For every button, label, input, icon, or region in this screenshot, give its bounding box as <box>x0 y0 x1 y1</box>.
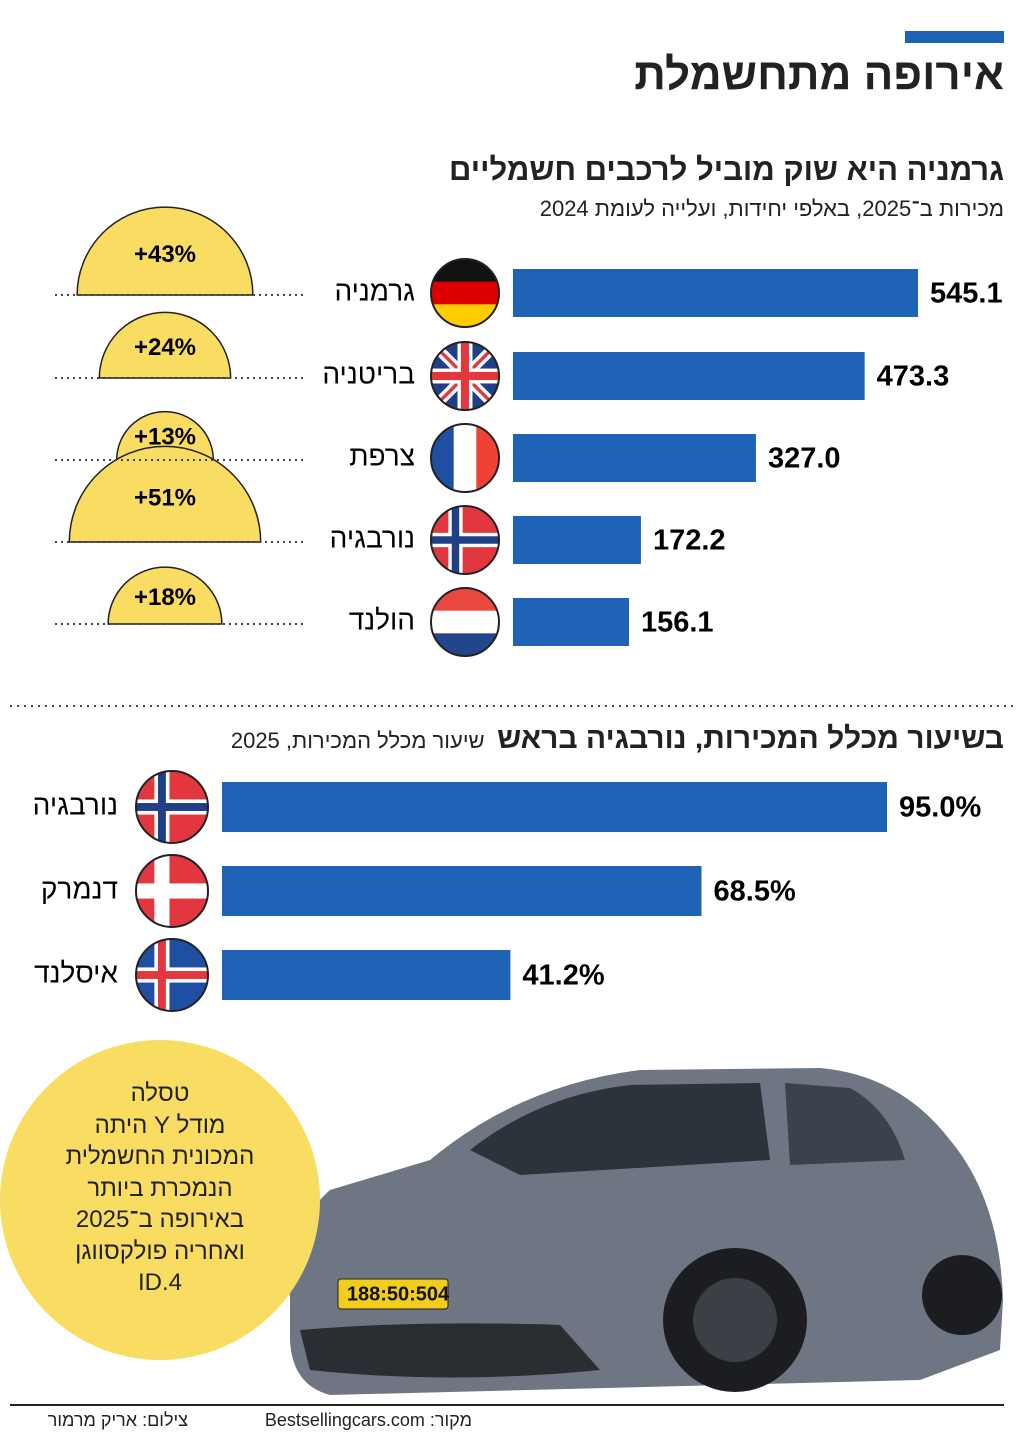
value-label: 473.3 <box>877 361 950 393</box>
car-windshield <box>470 1083 770 1175</box>
growth-label: +13% <box>134 424 196 451</box>
bar <box>513 269 919 317</box>
flag-part <box>136 883 208 899</box>
growth-semicircle <box>68 445 262 543</box>
callout-line: ID.4 <box>137 1269 182 1296</box>
flag-outline <box>430 341 500 411</box>
flag-part <box>431 259 499 283</box>
category-label: גרמניה <box>334 275 415 306</box>
car-photo: 188:50:504 <box>289 1068 1003 1395</box>
value-label: 41.2% <box>522 960 604 992</box>
growth-label: +43% <box>134 241 196 268</box>
flag <box>431 424 499 492</box>
flag-outline <box>430 423 500 493</box>
license-plate <box>337 1278 449 1310</box>
flag <box>431 588 499 656</box>
header-rule <box>905 31 1004 43</box>
chart-heading: בשיעור מכלל המכירות, נורבגיה בראש שיעור … <box>231 722 1004 756</box>
value-label: 172.2 <box>653 525 726 557</box>
category-label: דנמרק <box>41 873 118 904</box>
category-label: צרפת <box>349 440 415 471</box>
callout-line: טסלה <box>130 1080 190 1107</box>
value-label: 327.0 <box>768 443 841 475</box>
flag-outline <box>430 505 500 575</box>
flag-outline <box>135 938 209 1012</box>
page-title: אירופה מתחשמלת <box>634 50 1004 99</box>
category-label: איסלנד <box>34 957 118 988</box>
growth-label: +18% <box>134 584 196 611</box>
category-label: הולנד <box>349 604 415 635</box>
value-label: 156.1 <box>641 607 714 639</box>
callout-line: הנמכרת ביותר <box>87 1174 233 1202</box>
flag <box>136 939 208 1011</box>
growth-semicircle <box>76 206 254 296</box>
flag-part <box>431 633 499 656</box>
category-label: בריטניה <box>322 358 415 389</box>
car-window <box>785 1083 905 1165</box>
car-grille <box>300 1323 600 1378</box>
flag-outline <box>135 854 209 928</box>
photo-credit: צילום: אריק מרמור <box>47 1410 188 1430</box>
bar <box>222 866 702 916</box>
flag-part <box>136 971 208 979</box>
flag-part <box>453 424 478 492</box>
callout-text: טסלה מודל Y היתה המכונית החשמלית הנמכרת ביו… <box>10 1078 310 1299</box>
flag-part <box>476 424 499 492</box>
value-label: 545.1 <box>930 278 1003 310</box>
flag-part <box>431 281 499 306</box>
flag-part <box>431 610 499 635</box>
flag-part <box>136 803 208 811</box>
callout-line: באירופה ב־2025 <box>75 1206 245 1233</box>
bar <box>513 434 756 482</box>
bar <box>513 516 641 564</box>
car-wheel <box>922 1255 1002 1335</box>
bar <box>513 352 865 400</box>
callout-line: מודל Y היתה <box>94 1111 226 1139</box>
chart-title: בשיעור מכלל המכירות, נורבגיה בראש <box>497 722 1004 755</box>
growth-semicircle <box>98 311 232 379</box>
flag-part <box>431 588 499 612</box>
callout-line: ואחריה פולקסווגן <box>75 1237 245 1265</box>
flag-outline <box>430 258 500 328</box>
flag <box>136 771 208 843</box>
chart-title: גרמניה היא שוק מוביל לרכבים חשמליים <box>449 152 1004 187</box>
flag <box>136 855 208 927</box>
source: מקור: Bestsellingcars.com <box>264 1410 472 1430</box>
flag-part <box>431 304 499 327</box>
bar <box>222 782 887 832</box>
category-label: נורבגיה <box>33 789 118 820</box>
growth-semicircle <box>107 566 223 625</box>
chart-subtitle: מכירות ב־2025, באלפי יחידות, ועלייה לעומ… <box>539 196 1004 221</box>
growth-label: +24% <box>134 334 196 361</box>
flag-part <box>431 424 455 492</box>
flag-outline <box>135 770 209 844</box>
flag-part <box>431 536 499 544</box>
callout-line: המכונית החשמלית <box>65 1143 255 1170</box>
flag-outline <box>430 587 500 657</box>
growth-label: +51% <box>134 484 196 511</box>
flag-part <box>431 371 499 381</box>
bar <box>513 598 629 646</box>
growth-semicircle <box>115 411 215 461</box>
flag <box>431 259 499 327</box>
flag <box>431 342 499 410</box>
flag <box>431 506 499 574</box>
category-label: נורבגיה <box>330 522 415 553</box>
value-label: 68.5% <box>714 876 796 908</box>
value-label: 95.0% <box>899 792 981 824</box>
car-hub <box>693 1278 777 1362</box>
license-plate-text: 188:50:504 <box>347 1283 450 1305</box>
callout <box>0 1040 320 1360</box>
bar <box>222 950 511 1000</box>
chart-subtitle: שיעור מכלל המכירות, 2025 <box>230 728 485 753</box>
